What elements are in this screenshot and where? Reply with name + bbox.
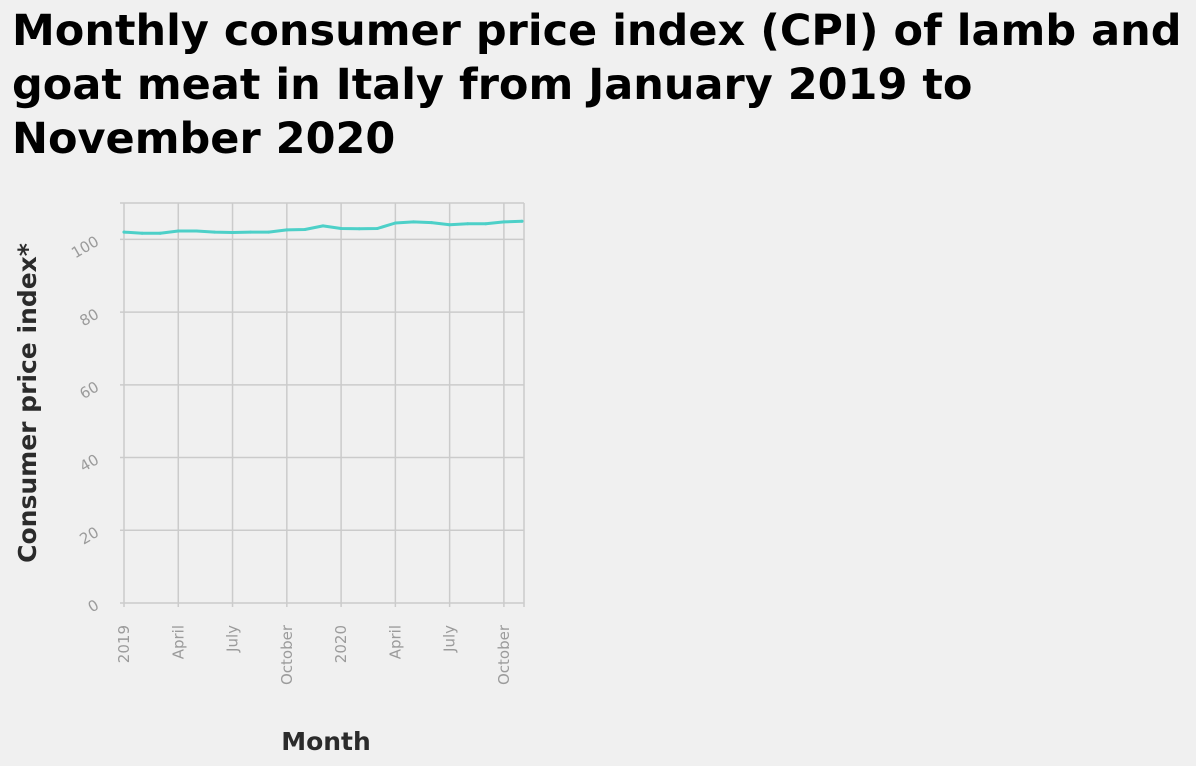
data-point (321, 224, 325, 228)
data-point (122, 230, 126, 234)
data-point (267, 230, 271, 234)
y-tick-label: 100 (68, 232, 102, 262)
data-point (194, 229, 198, 233)
y-tick-label: 20 (76, 523, 102, 548)
x-tick-label: July (441, 625, 459, 653)
x-tick-label: April (169, 625, 187, 659)
data-point (448, 223, 452, 227)
data-point (412, 220, 415, 224)
data-point (176, 229, 180, 233)
data-point (249, 230, 253, 234)
x-axis-title: Month (281, 727, 371, 756)
x-tick-label: July (224, 625, 242, 653)
data-point (502, 220, 506, 224)
x-tick-label: October (495, 624, 513, 685)
y-tick-label: 80 (76, 305, 102, 330)
data-point (339, 227, 343, 230)
x-tick-label: October (278, 624, 296, 685)
data-point (357, 227, 361, 231)
x-tick-label: 2019 (115, 625, 133, 663)
grid-layer (120, 202, 525, 607)
chart-title: Monthly consumer price index (CPI) of la… (12, 6, 1182, 164)
data-point (140, 231, 144, 235)
y-axis-title: Consumer price index* (13, 243, 42, 563)
data-point (375, 227, 379, 230)
data-point (520, 219, 524, 223)
data-point (484, 222, 488, 226)
x-tick-label: 2020 (332, 625, 350, 663)
series-layer (122, 219, 524, 235)
data-point (430, 221, 433, 225)
data-point (393, 221, 397, 225)
tick-label-layer: 0 20 40 60 80 100 2019 April July October 2020 Apri… (68, 232, 513, 685)
y-tick-label: 40 (76, 450, 102, 475)
x-tick-label: April (386, 625, 404, 659)
data-point (158, 231, 162, 235)
y-tick-label: 0 (85, 596, 102, 616)
data-point (231, 231, 234, 234)
data-point (285, 228, 289, 232)
data-point (303, 228, 307, 231)
data-point (213, 230, 216, 234)
data-point (466, 222, 470, 226)
y-tick-label: 60 (76, 378, 102, 403)
